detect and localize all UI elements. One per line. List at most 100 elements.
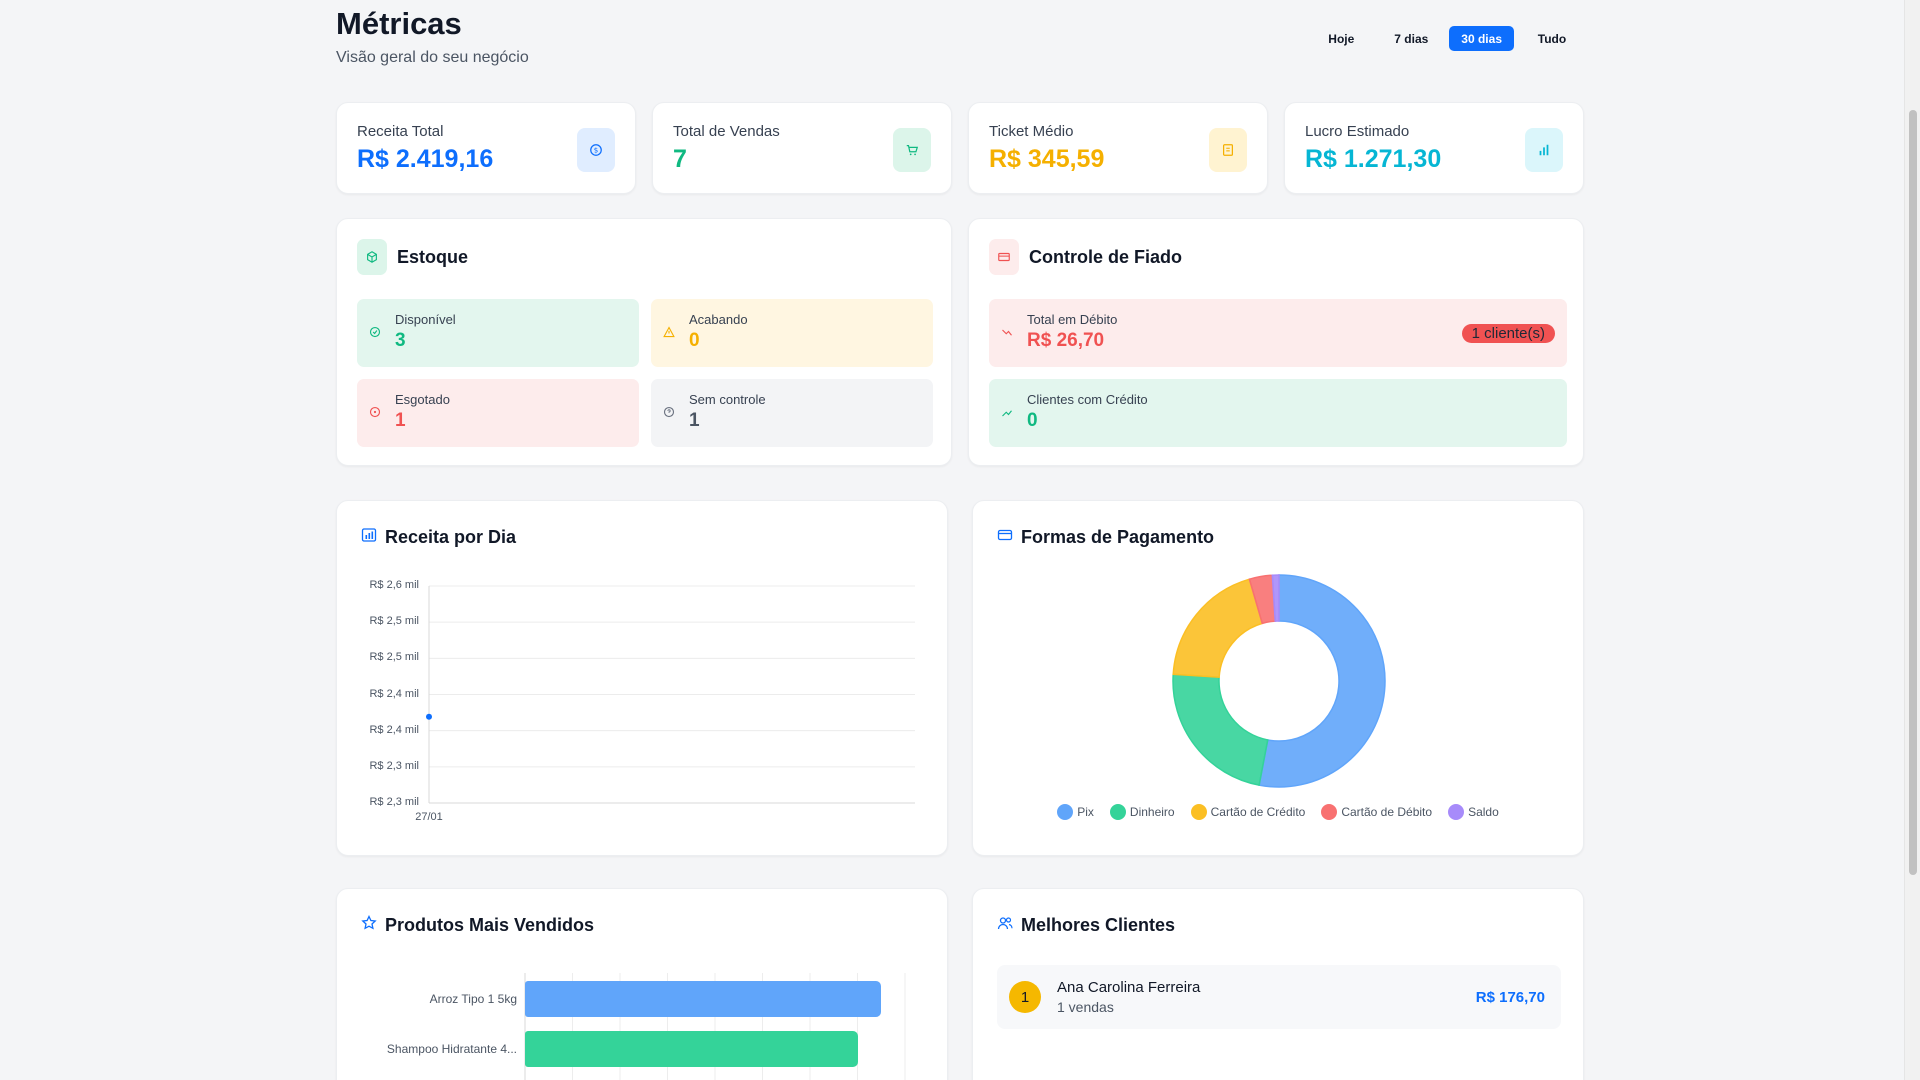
cart-icon <box>893 128 931 172</box>
top-clients-card: Melhores Clientes 1 Ana Carolina Ferreir… <box>972 888 1584 1080</box>
users-icon <box>997 915 1013 936</box>
credit-clients-label: Clientes com Crédito <box>1027 392 1148 407</box>
pie-slice-cart-o-de-cr-dito[interactable] <box>1172 578 1264 679</box>
revenue-line-chart: R$ 2,6 mil R$ 2,5 mil R$ 2,5 mil R$ 2,4 mil… <box>337 501 949 857</box>
payment-donut-chart <box>1172 574 1386 788</box>
product-bar[interactable] <box>525 981 882 1017</box>
pie-slice-saldo[interactable] <box>1271 574 1280 622</box>
legend-label: Pix <box>1077 805 1094 819</box>
client-sales-count: 1 vendas <box>1057 999 1114 1015</box>
y-tick-label: R$ 2,4 mil <box>369 687 419 700</box>
page-title: Métricas <box>336 6 462 41</box>
page-scrollbar[interactable] <box>1904 0 1920 1080</box>
debt-total-value: R$ 26,70 <box>1027 330 1105 351</box>
bar-category-label: Shampoo Hidratante 4... <box>386 1042 517 1056</box>
kpi-value: R$ 345,59 <box>989 145 1105 173</box>
stock-untracked-tile: Sem controle 1 <box>651 379 933 447</box>
legend-item[interactable]: Cartão de Crédito <box>1190 804 1306 820</box>
top-clients-header: Melhores Clientes <box>997 915 1175 936</box>
receipt-icon <box>1209 128 1247 172</box>
stock-untracked-label: Sem controle <box>689 392 766 407</box>
period-today-button[interactable]: Hoje <box>1328 31 1355 46</box>
dollar-icon: $ <box>577 128 615 172</box>
period-30-days-button[interactable]: 30 dias <box>1449 26 1514 51</box>
legend-item[interactable]: Cartão de Débito <box>1321 804 1432 820</box>
stock-untracked-value: 1 <box>689 410 700 431</box>
stock-low-value: 0 <box>689 330 700 351</box>
kpi-value: R$ 2.419,16 <box>357 145 494 173</box>
legend-swatch <box>1321 804 1338 820</box>
bar-chart-icon <box>1525 128 1563 172</box>
revenue-data-point[interactable] <box>426 713 432 720</box>
credit-card-icon <box>989 239 1019 275</box>
stock-available-tile: Disponível 3 <box>357 299 639 367</box>
legend-swatch <box>1057 804 1074 820</box>
page-subtitle: Visão geral do seu negócio <box>336 49 529 66</box>
x-circle-icon <box>369 406 381 421</box>
payment-chart-title: Formas de Pagamento <box>1021 527 1215 547</box>
legend-swatch <box>1448 804 1465 820</box>
payment-legend: Pix Dinheiro Cartão de Crédito Cartão de Dé… <box>973 804 1583 820</box>
kpi-label: Total de Vendas <box>673 123 780 140</box>
legend-item[interactable]: Dinheiro <box>1109 804 1175 820</box>
y-tick-label: R$ 2,5 mil <box>369 615 419 628</box>
top-products-header: Produtos Mais Vendidos <box>361 914 594 936</box>
y-tick-label: R$ 2,3 mil <box>369 759 419 772</box>
y-tick-label: R$ 2,4 mil <box>369 723 419 736</box>
revenue-by-day-card: Receita por Dia R$ 2,6 mil R$ 2,5 mil R$ 2… <box>336 500 948 856</box>
payment-chart-header: Formas de Pagamento <box>997 527 1214 548</box>
stock-out-tile: Esgotado 1 <box>357 379 639 447</box>
legend-item[interactable]: Saldo <box>1448 804 1499 820</box>
debt-total-label: Total em Débito <box>1027 312 1118 327</box>
revenue-chart-header: Receita por Dia <box>361 527 516 548</box>
kpi-value: 7 <box>673 145 687 173</box>
top-products-card: Produtos Mais Vendidos Arroz Tipo 1 5kg S… <box>336 888 948 1080</box>
top-clients-title: Melhores Clientes <box>1021 915 1176 935</box>
legend-label: Dinheiro <box>1129 805 1175 819</box>
legend-label: Cartão de Crédito <box>1210 805 1306 819</box>
x-tick-label: 27/01 <box>415 811 443 823</box>
y-tick-label: R$ 2,5 mil <box>369 651 419 664</box>
kpi-card-total-revenue: Receita Total R$ 2.419,16 $ <box>336 102 636 194</box>
stock-header: Estoque <box>357 239 468 275</box>
top-products-bar-chart: Arroz Tipo 1 5kg Shampoo Hidratante 4... <box>357 973 937 1080</box>
period-selector: Hoje 7 dias 30 dias Tudo <box>1309 26 1584 51</box>
bar-category-label: Arroz Tipo 1 5kg <box>429 992 517 1006</box>
warning-icon <box>663 326 675 341</box>
kpi-card-average-ticket: Ticket Médio R$ 345,59 <box>968 102 1268 194</box>
stock-low-label: Acabando <box>689 312 748 327</box>
credit-clients-tile: Clientes com Crédito 0 <box>989 379 1567 447</box>
legend-item[interactable]: Pix <box>1057 804 1094 820</box>
debt-clients-badge: 1 cliente(s) <box>1461 324 1555 343</box>
legend-swatch <box>1190 804 1207 820</box>
help-circle-icon <box>663 406 675 421</box>
bar-chart-icon <box>361 527 377 548</box>
scrollbar-thumb[interactable] <box>1909 110 1917 875</box>
client-total: R$ 176,70 <box>1475 989 1545 1006</box>
stock-available-value: 3 <box>395 330 406 351</box>
stock-available-label: Disponível <box>395 312 456 327</box>
product-bar[interactable] <box>525 1031 858 1067</box>
credit-header: Controle de Fiado <box>989 239 1182 275</box>
period-7-days-button[interactable]: 7 dias <box>1394 31 1429 46</box>
kpi-label: Receita Total <box>357 123 444 140</box>
pie-slice-dinheiro[interactable] <box>1172 673 1269 786</box>
client-name: Ana Carolina Ferreira <box>1057 979 1201 996</box>
kpi-card-estimated-profit: Lucro Estimado R$ 1.271,30 <box>1284 102 1584 194</box>
client-rank-badge: 1 <box>1009 981 1041 1013</box>
page-header: Métricas Visão geral do seu negócio Hoje… <box>336 0 1584 100</box>
credit-title: Controle de Fiado <box>1029 246 1182 267</box>
period-all-button[interactable]: Tudo <box>1537 31 1567 46</box>
check-circle-icon <box>369 326 381 341</box>
star-icon <box>361 914 377 936</box>
legend-label: Cartão de Débito <box>1341 805 1433 819</box>
y-tick-label: R$ 2,3 mil <box>369 796 419 808</box>
legend-swatch <box>1109 804 1126 820</box>
stock-out-label: Esgotado <box>395 392 450 407</box>
revenue-chart-title: Receita por Dia <box>385 527 517 547</box>
box-icon <box>357 239 387 275</box>
payment-methods-card: Formas de Pagamento Pix Dinheiro Cartão de… <box>972 500 1584 856</box>
kpi-label: Lucro Estimado <box>1305 123 1410 140</box>
client-list-item[interactable]: 1 Ana Carolina Ferreira 1 vendas R$ 176,… <box>997 965 1561 1029</box>
pie-slice-pix[interactable] <box>1258 574 1386 788</box>
